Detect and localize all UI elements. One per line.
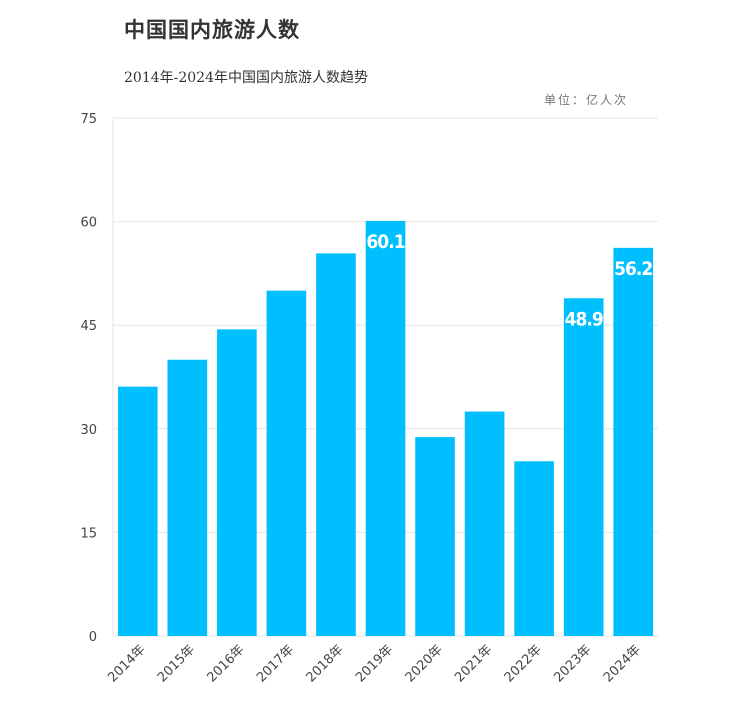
y-tick-label: 45 bbox=[80, 319, 97, 334]
y-tick-label: 30 bbox=[80, 423, 97, 438]
x-tick-label: 2024年 bbox=[601, 642, 644, 685]
x-tick-label: 2019年 bbox=[353, 642, 396, 685]
x-tick-label: 2014年 bbox=[105, 642, 148, 685]
x-tick-label: 2020年 bbox=[403, 642, 446, 685]
x-tick-label: 2015年 bbox=[155, 642, 198, 685]
x-tick-label: 2023年 bbox=[551, 642, 594, 685]
bar-2017年 bbox=[266, 290, 307, 636]
bar-2024年 bbox=[613, 247, 654, 636]
y-tick-label: 60 bbox=[80, 216, 97, 231]
y-tick-label: 15 bbox=[80, 526, 97, 541]
bar-2014年 bbox=[117, 386, 158, 636]
x-tick-label: 2022年 bbox=[502, 642, 545, 685]
x-tick-label: 2016年 bbox=[204, 642, 247, 685]
chart-subtitle: 2014年-2024年中国国内旅游人数趋势 bbox=[124, 70, 368, 86]
data-label: 48.9 bbox=[565, 308, 603, 330]
x-tick-label: 2021年 bbox=[452, 642, 495, 685]
bar-2016年 bbox=[217, 329, 257, 636]
bar-2020年 bbox=[415, 437, 455, 636]
bar-2018年 bbox=[316, 253, 356, 636]
chart-title: 中国国内旅游人数 bbox=[124, 18, 300, 42]
data-label: 56.2 bbox=[614, 258, 652, 280]
x-tick-label: 2017年 bbox=[254, 642, 297, 685]
data-label: 60.1 bbox=[366, 231, 404, 253]
unit-label: 单位：亿人次 bbox=[544, 93, 629, 107]
bar-2023年 bbox=[563, 298, 604, 636]
bar-2021年 bbox=[464, 411, 505, 636]
bar-2015年 bbox=[167, 359, 208, 636]
y-tick-label: 75 bbox=[80, 112, 97, 127]
bar-2022年 bbox=[514, 461, 554, 636]
y-tick-label: 0 bbox=[89, 630, 97, 645]
bar-2019年 bbox=[365, 220, 406, 636]
x-tick-label: 2018年 bbox=[304, 642, 347, 685]
